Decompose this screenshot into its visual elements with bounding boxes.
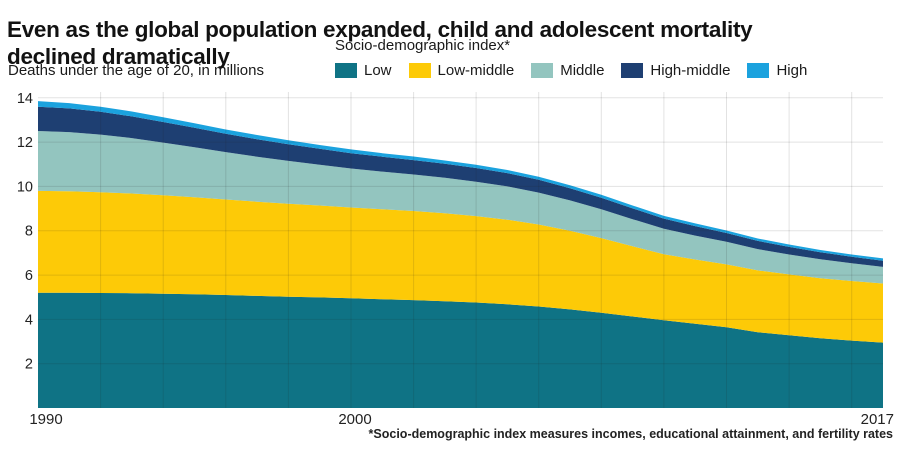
legend-item-middle: Middle <box>531 62 604 79</box>
title-line-2: declined dramatically <box>7 44 230 70</box>
legend-item-low-middle: Low-middle <box>408 62 515 79</box>
x-axis-tick-label: 2017 <box>861 411 894 428</box>
gridlines <box>38 92 883 408</box>
y-axis-tick-label: 4 <box>25 312 33 328</box>
footnote: *Socio-demographic index measures income… <box>368 427 893 441</box>
chart-subtitle: Deaths under the age of 20, in millions <box>8 62 264 79</box>
area-band-middle <box>38 131 883 284</box>
legend-swatch-icon <box>408 63 431 78</box>
legend-item-high-middle: High-middle <box>621 62 730 79</box>
y-axis-tick-label: 10 <box>17 179 33 195</box>
legend-swatch-icon <box>621 63 644 78</box>
y-axis-tick-label: 2 <box>25 357 33 373</box>
legend-title: Socio-demographic index* <box>335 37 511 54</box>
y-axis-tick-label: 12 <box>17 135 33 151</box>
x-axis-tick-label: 1990 <box>29 411 62 428</box>
legend-label: High-middle <box>650 62 731 79</box>
legend-swatch-icon <box>335 63 357 78</box>
title-line-1: Even as the global population expanded, … <box>7 17 753 43</box>
legend-label: High <box>776 62 808 79</box>
page-title: Even as the global population expanded, … <box>7 16 893 70</box>
y-axis-tick-label: 14 <box>17 91 33 107</box>
legend-item-high: High <box>747 62 807 79</box>
legend-label: Middle <box>560 62 605 79</box>
legend-item-low: Low <box>335 62 392 79</box>
area-band-low <box>38 292 883 408</box>
y-axis-tick-label: 6 <box>25 268 33 284</box>
legend-label: Low-middle <box>437 62 515 79</box>
chart-legend: Socio-demographic index* Low Low-middle Mi… <box>335 37 895 79</box>
y-axis-tick-label: 8 <box>25 224 33 240</box>
legend-swatch-icon <box>747 63 770 78</box>
legend-label: Low <box>364 62 392 79</box>
area-band-high-middle <box>38 106 883 267</box>
legend-swatch-icon <box>531 63 554 78</box>
legend-items: Low Low-middle Middle High-middle High <box>335 62 895 79</box>
area-band-low-middle <box>38 190 883 343</box>
x-axis-tick-label: 2000 <box>338 411 371 428</box>
